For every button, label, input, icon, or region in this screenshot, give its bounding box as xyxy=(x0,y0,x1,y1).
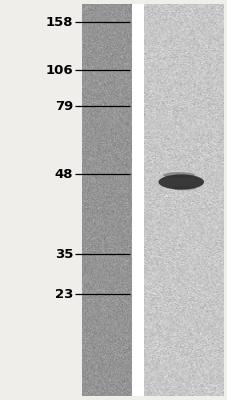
Text: 158: 158 xyxy=(45,16,73,28)
Ellipse shape xyxy=(162,172,194,178)
Ellipse shape xyxy=(158,174,203,190)
Text: 79: 79 xyxy=(54,100,73,112)
Text: 35: 35 xyxy=(54,248,73,260)
Text: 48: 48 xyxy=(54,168,73,180)
Text: 23: 23 xyxy=(54,288,73,300)
Text: 106: 106 xyxy=(45,64,73,76)
Bar xyxy=(132,4,143,396)
Ellipse shape xyxy=(170,186,195,190)
